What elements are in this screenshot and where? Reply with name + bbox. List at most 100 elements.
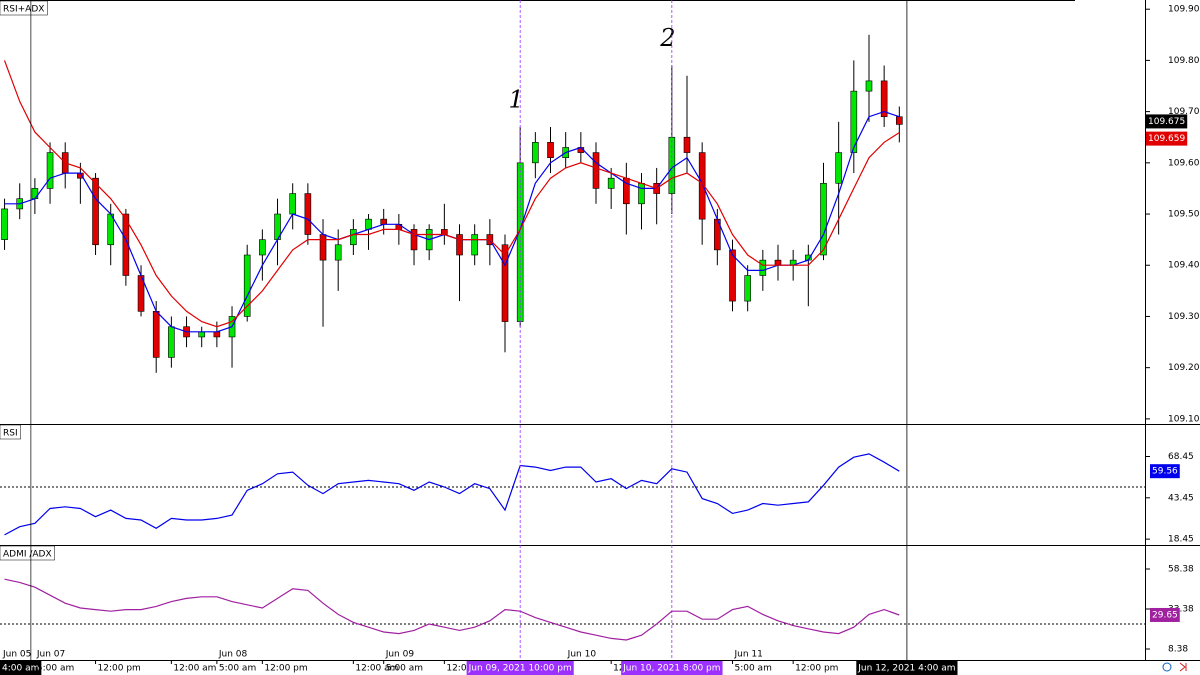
icon[interactable]	[1179, 662, 1187, 672]
y-tick-label: 109.700	[1168, 107, 1200, 117]
candle-body	[198, 331, 206, 338]
label-box	[0, 661, 42, 675]
label-box	[1146, 131, 1188, 146]
label-box	[1146, 114, 1188, 129]
cursor-label: Jun 10, 2021 8:00 pm	[622, 664, 720, 674]
series-line	[4, 453, 900, 536]
candle-body	[122, 213, 130, 276]
candle-body	[850, 90, 858, 153]
candle-body	[729, 249, 736, 302]
candle-body	[896, 116, 903, 125]
y-tick-label: 58.38	[1168, 565, 1194, 575]
candle-body	[774, 259, 782, 266]
label-box	[466, 661, 574, 675]
candle-body	[350, 229, 357, 246]
y-tick-label: 43.45	[1168, 493, 1194, 503]
y-tick-label: 109.600	[1168, 158, 1200, 168]
candle-body	[304, 193, 312, 235]
y-tick-label: 109.200	[1168, 363, 1200, 373]
y-tick-label: 68.45	[1168, 452, 1194, 462]
x-tick-label: 12:00 am	[173, 664, 216, 674]
candle-body	[683, 136, 691, 153]
panel-title-box	[0, 0, 48, 16]
candle-body	[865, 80, 873, 92]
y-tick-label: 33.38	[1168, 604, 1194, 614]
candle-body	[168, 326, 175, 358]
last-price: 109.675	[1148, 117, 1185, 127]
y-tick-label: 109.800	[1168, 56, 1200, 66]
x-tick-label: 5:00 am	[37, 664, 74, 674]
candle-body	[380, 218, 387, 225]
cursor-label: Jun 12, 2021 4:00 am	[857, 664, 955, 674]
candle-body	[501, 244, 509, 322]
toolbar-icons	[1162, 662, 1187, 672]
candle-body	[365, 218, 372, 230]
x-tick-label: 12:00 pm	[264, 664, 307, 674]
x-date-label: Jun 05	[2, 650, 31, 660]
x-date-label: Jun 09	[385, 650, 415, 660]
candle-body	[820, 183, 827, 256]
y-tick-label: 109.100	[1168, 414, 1200, 424]
annotation: 2	[659, 24, 675, 52]
candle-body	[92, 177, 99, 246]
candle-body	[835, 152, 842, 184]
last-value: 29.65	[1152, 610, 1178, 620]
y-tick-label: 18.45	[1168, 535, 1194, 545]
y-tick-label: 109.900	[1168, 5, 1200, 15]
label-box	[1150, 464, 1180, 479]
y-tick-label: 109.300	[1168, 312, 1200, 322]
panel-title-box	[0, 545, 55, 561]
candle-body	[456, 234, 463, 256]
last-ma: 109.659	[1148, 134, 1185, 144]
series-line	[4, 578, 900, 641]
label-box	[621, 661, 723, 675]
candle-body	[471, 234, 478, 256]
x-date-label: Jun 07	[36, 650, 65, 660]
candle-body	[243, 254, 251, 317]
y-tick-label: 109.500	[1168, 210, 1200, 220]
candle-body	[698, 152, 706, 220]
candle-body	[213, 331, 221, 338]
last-value: 59.56	[1152, 467, 1178, 477]
candle-body	[31, 188, 39, 199]
cursor-label: Jun 09, 2021 10:00 pm	[468, 664, 572, 674]
x-tick-label: 5:00 am	[219, 664, 256, 674]
candle-body	[259, 239, 266, 256]
candle-body	[1, 208, 8, 240]
candle-body	[152, 311, 160, 358]
x-tick-label: 5:00 am	[386, 664, 423, 674]
label-box	[1150, 607, 1180, 622]
x-tick-label: 12:00 pm	[795, 664, 838, 674]
x-tick-label: 5:00 am	[734, 664, 771, 674]
series-line	[3, 60, 900, 328]
candle-body	[289, 193, 296, 215]
label-box	[856, 661, 958, 675]
candle-body	[547, 142, 554, 159]
y-tick-label: 109.400	[1168, 261, 1200, 271]
x-date-label: Jun 08	[218, 650, 248, 660]
x-tick-label: 4:00 am	[2, 664, 39, 674]
candle-body	[744, 275, 751, 302]
candle-body	[441, 229, 448, 235]
x-date-label: Jun 11	[733, 650, 762, 660]
panel-title-box	[0, 424, 21, 440]
candle-body	[880, 80, 888, 118]
panel-title: RSI+ADX	[3, 5, 44, 15]
candle-body	[532, 142, 539, 164]
x-tick-label: 12:00 am	[355, 664, 398, 674]
candle-body	[592, 152, 600, 189]
x-tick-label: 12:00 pm	[98, 664, 141, 674]
y-tick-label: 8.38	[1168, 644, 1188, 654]
candle-body	[759, 259, 767, 276]
x-date-label: Jun 10	[567, 650, 597, 660]
candle-body	[319, 234, 327, 261]
icon[interactable]	[1162, 662, 1172, 672]
candle-body	[46, 152, 54, 189]
candle-body	[410, 229, 418, 251]
annotation: 1	[509, 85, 524, 113]
panel-title: RSI	[3, 429, 18, 439]
panel-title: ADMI /ADX	[3, 550, 52, 560]
candle-body	[607, 177, 615, 189]
